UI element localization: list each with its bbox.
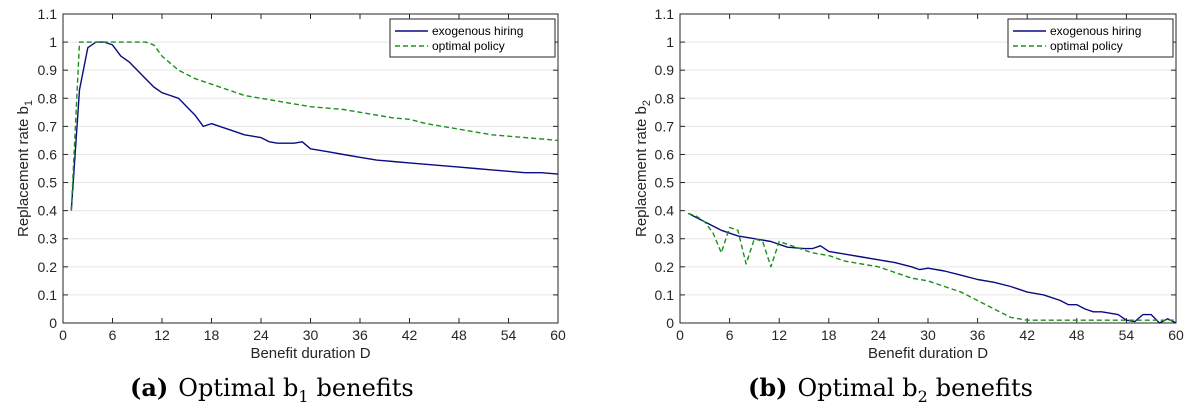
caption-label: (b) [748,373,788,402]
y-tick-label: 1 [49,34,57,50]
x-tick-label: 24 [253,327,269,343]
x-tick-label: 30 [920,327,936,343]
y-tick-label: 0.8 [655,90,675,106]
y-tick-label: 0.3 [38,231,58,247]
x-tick-label: 24 [871,327,887,343]
series-line-exogenous-hiring [687,212,1177,324]
y-axis-label-text: Replacement rate b [633,106,650,237]
x-tick-label: 6 [726,327,734,343]
y-tick-label: 0.1 [38,287,58,303]
y-tick-label: 1 [666,34,674,50]
series-line-optimal-policy [70,41,559,211]
x-tick-label: 0 [59,327,67,343]
x-tick-label: 12 [771,327,787,343]
x-tick-label: 48 [451,327,467,343]
x-tick-label: 30 [303,327,319,343]
x-tick-label: 18 [204,327,220,343]
x-tick-label: 12 [154,327,170,343]
y-axis-label-text: Replacement rate b [15,106,32,237]
y-axis-label: Replacement rate b1 [15,100,35,237]
y-tick-label: 0.8 [38,90,58,106]
chart-a: 0 0.1 0.2 0.3 0.4 0.5 0.6 0.7 0.8 0.9 1 1.1 0 6 12 18 24… [15,6,566,406]
x-tick-label: 54 [1119,327,1135,343]
x-tick-label: 60 [1168,327,1184,343]
caption-label: (a) [130,373,168,402]
y-tick-label: 1.1 [655,6,675,22]
y-tick-label: 0.2 [655,259,675,275]
caption-tail: benefits [317,374,414,402]
caption: (a) Optimal b1 benefits [130,373,414,406]
y-tick-label: 0.9 [655,62,675,78]
caption-text: Optimal b [178,374,298,402]
legend-box [389,18,556,58]
plot-frame [62,13,559,324]
plot-frame [679,13,1177,324]
legend-label: optimal policy [432,39,505,53]
caption: (b) Optimal b2 benefits [748,373,1033,406]
y-axis-label-sub: 1 [23,100,35,106]
series-line-exogenous-hiring [70,41,559,211]
series-line-optimal-policy [688,212,1176,321]
y-tick-label: 1.1 [38,6,58,22]
y-tick-label: 0.5 [38,175,58,191]
y-tick-label: 0.2 [38,259,58,275]
y-tick-label: 0.1 [655,287,675,303]
x-tick-label: 48 [1069,327,1085,343]
x-tick-label: 0 [676,327,684,343]
y-tick-label: 0.4 [655,203,675,219]
x-tick-label: 60 [550,327,566,343]
x-axis-label: Benefit duration D [868,345,988,362]
x-axis-label: Benefit duration D [250,345,370,362]
y-tick-label: 0 [49,315,57,331]
legend-label: optimal policy [1050,39,1123,53]
legend-label: exogenous hiring [1050,24,1141,38]
caption-text: Optimal b [798,374,918,402]
y-tick-label: 0.4 [38,203,58,219]
chart-b: 00.10.20.30.40.50.60.70.80.911.10 6 12 18 24… [633,6,1184,406]
legend-label: exogenous hiring [432,24,523,38]
x-tick-label: 36 [970,327,986,343]
y-tick-label: 0 [666,315,674,331]
y-axis-label: Replacement rate b2 [633,100,653,237]
y-tick-label: 0.6 [655,146,675,162]
caption-tail: benefits [936,374,1033,402]
y-axis-label-sub: 2 [641,100,653,106]
y-tick-label: 0.9 [38,62,58,78]
x-tick-label: 42 [1019,327,1035,343]
y-tick-label: 0.7 [38,118,58,134]
y-tick-label: 0.5 [655,175,675,191]
x-tick-label: 18 [821,327,837,343]
y-tick-label: 0.6 [38,146,58,162]
legend-box [1007,18,1174,58]
y-tick-label: 0.3 [655,231,675,247]
x-tick-label: 42 [402,327,418,343]
x-tick-label: 36 [352,327,368,343]
y-tick-label: 0.7 [655,118,675,134]
caption-sub: 2 [918,387,928,406]
x-tick-label: 54 [501,327,517,343]
caption-sub: 1 [298,387,308,406]
x-tick-label: 6 [109,327,117,343]
